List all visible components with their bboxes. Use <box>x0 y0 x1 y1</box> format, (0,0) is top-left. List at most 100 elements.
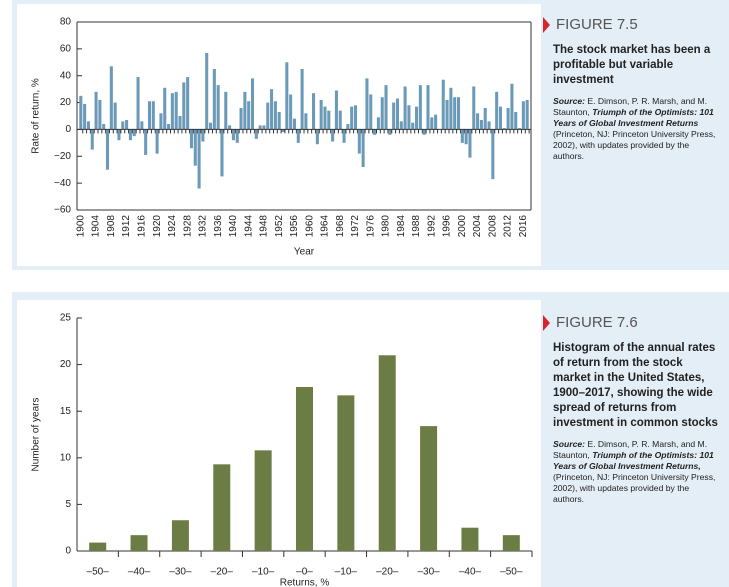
bar <box>483 107 487 130</box>
bar <box>495 91 499 130</box>
y-tick-label: 5 <box>65 499 71 510</box>
bar <box>167 124 171 130</box>
chart-area <box>17 4 541 266</box>
bar <box>338 110 342 130</box>
bar <box>209 122 213 130</box>
bar <box>159 113 163 130</box>
x-tick-label: 2000 <box>457 215 468 238</box>
x-tick-label: 1904 <box>91 215 102 238</box>
bar <box>151 101 155 130</box>
bar <box>353 105 358 130</box>
x-tick-label: 1964 <box>320 215 331 238</box>
bar <box>186 77 190 130</box>
bar <box>388 129 392 135</box>
x-tick-label: 2012 <box>503 215 514 238</box>
x-tick-label: –40– <box>128 567 151 578</box>
x-tick-label: 1976 <box>365 215 376 238</box>
bar <box>254 450 272 551</box>
bar <box>235 129 239 143</box>
bar <box>350 106 354 130</box>
bar <box>518 128 522 130</box>
bar <box>491 129 495 180</box>
bar <box>109 66 113 130</box>
bar <box>502 535 520 551</box>
bar <box>292 118 296 130</box>
x-axis-label: Year <box>294 247 315 258</box>
chart-area <box>17 300 541 587</box>
x-tick-label: 1972 <box>350 215 361 238</box>
bar <box>525 99 529 130</box>
bar <box>418 85 422 130</box>
bar <box>395 98 399 130</box>
bar <box>487 121 491 130</box>
bar <box>415 106 419 130</box>
bar <box>220 129 224 177</box>
bar <box>86 121 90 130</box>
y-tick-label: 80 <box>60 17 72 28</box>
source: Source: E. Dimson, P. R. Marsh, and M. S… <box>553 96 721 162</box>
figure-number: FIGURE 7.5 <box>556 16 638 33</box>
bar <box>445 99 449 130</box>
bar <box>441 79 445 130</box>
bar <box>102 124 106 130</box>
bar <box>506 107 510 130</box>
bar <box>90 129 94 150</box>
x-tick-label: –20– <box>376 567 399 578</box>
bar <box>449 87 453 130</box>
bar <box>312 93 316 130</box>
x-tick-label: –10– <box>335 567 358 578</box>
bar <box>461 527 479 551</box>
bar <box>407 105 411 130</box>
x-tick-label: 1928 <box>182 215 193 238</box>
bar <box>460 129 464 143</box>
y-tick-label: 15 <box>60 406 72 417</box>
y-tick-label: −60 <box>54 205 71 216</box>
x-tick-label: 1932 <box>198 215 209 238</box>
source-text: E. Dimson, P. R. Marsh, and M. Staunton, <box>553 96 708 117</box>
bar <box>361 129 365 168</box>
bar <box>296 129 300 143</box>
bar <box>98 99 102 130</box>
bar <box>189 129 193 149</box>
x-tick-label: 1912 <box>121 215 132 238</box>
bar <box>147 101 152 130</box>
x-tick-label: 1960 <box>304 215 315 238</box>
bar <box>426 85 430 130</box>
bar <box>365 78 369 130</box>
bar <box>174 91 178 130</box>
figure-label: FIGURE 7.6 <box>543 314 721 331</box>
bar <box>376 117 380 130</box>
bar <box>89 542 107 551</box>
x-tick-label: 1940 <box>228 215 239 238</box>
caption-text: The stock market has been a profitable b… <box>553 44 711 86</box>
x-tick-label: –50– <box>87 567 110 578</box>
x-tick-label: 1908 <box>106 215 117 238</box>
bar <box>378 355 396 551</box>
bar <box>121 121 125 130</box>
bar <box>430 117 434 130</box>
x-tick-label: 1956 <box>289 215 300 238</box>
bar <box>254 129 258 139</box>
bar <box>213 464 231 551</box>
bar <box>502 128 506 130</box>
bar <box>346 124 350 130</box>
x-tick-label: –10– <box>252 567 275 578</box>
y-tick-label: 10 <box>60 452 72 463</box>
bar <box>136 77 140 130</box>
bar <box>331 129 335 142</box>
source-title: Triumph of the Optimists: 101 Years of G… <box>553 450 714 471</box>
x-tick-label: 1968 <box>335 215 346 238</box>
bar <box>464 129 468 145</box>
bar <box>514 111 518 130</box>
bar <box>319 99 323 130</box>
bar <box>456 97 461 130</box>
bar <box>155 129 159 154</box>
bar <box>510 83 514 130</box>
bar <box>201 129 205 142</box>
bar <box>79 95 83 130</box>
bar <box>373 129 377 135</box>
bar <box>197 129 201 189</box>
y-tick-label: 25 <box>60 313 72 324</box>
bar <box>411 122 415 130</box>
x-tick-label: 1944 <box>243 215 254 238</box>
